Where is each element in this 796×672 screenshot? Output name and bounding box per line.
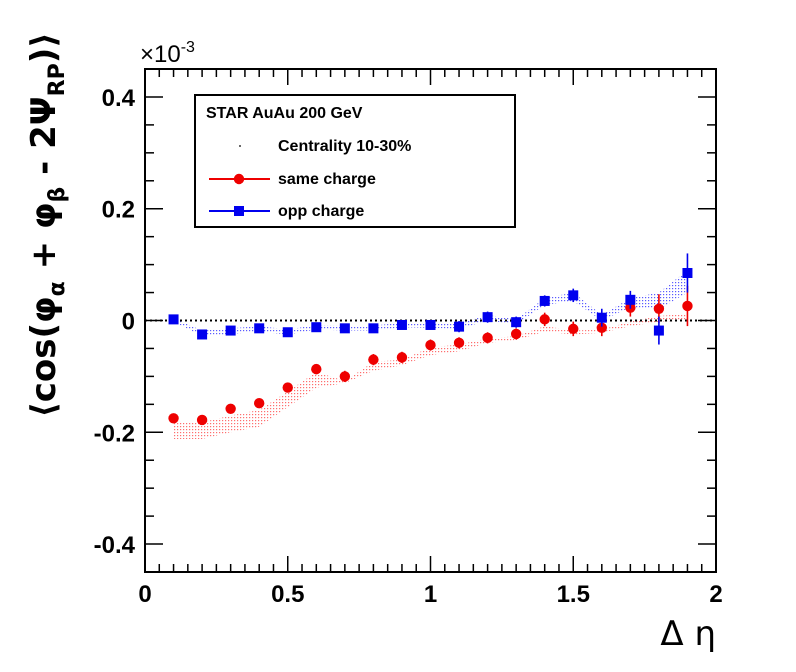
opp-data-point bbox=[197, 329, 208, 340]
y-tick-label: 0 bbox=[122, 309, 135, 336]
same-data-point bbox=[254, 398, 265, 409]
legend-opp-marker bbox=[234, 206, 244, 216]
legend-dot-marker bbox=[239, 145, 241, 147]
opp-data-point bbox=[425, 319, 436, 330]
opp-data-point bbox=[682, 267, 693, 278]
y-tick-label: -0.4 bbox=[94, 532, 136, 559]
y-tick-label: -0.2 bbox=[94, 420, 135, 447]
same-data-point bbox=[425, 339, 436, 351]
legend-same-label: same charge bbox=[278, 171, 376, 188]
legend-header: STAR AuAu 200 GeV bbox=[206, 105, 363, 122]
same-data-point bbox=[539, 314, 550, 325]
opp-data-point bbox=[454, 321, 465, 332]
opp-data-point bbox=[653, 325, 664, 336]
same-data-point bbox=[510, 328, 522, 340]
systematic-bands bbox=[173, 270, 688, 439]
legend-box bbox=[194, 94, 516, 228]
y-tick-label: 0.2 bbox=[102, 197, 135, 224]
opp-data-point bbox=[311, 322, 322, 333]
x-tick-label: 1 bbox=[424, 581, 437, 608]
opp-data-point bbox=[368, 323, 379, 334]
y-multiplier: ×10-3 bbox=[140, 39, 195, 68]
same-data-point bbox=[682, 300, 693, 312]
same-data-point bbox=[368, 354, 379, 365]
data-points bbox=[168, 253, 693, 426]
opp-data-point bbox=[596, 312, 607, 323]
same-data-point bbox=[453, 337, 465, 349]
opp-data-point bbox=[539, 295, 550, 306]
same-data-point bbox=[568, 323, 579, 335]
x-tick-label: 2 bbox=[709, 581, 722, 608]
x-tick-label: 1.5 bbox=[557, 581, 590, 608]
legend-same-marker bbox=[233, 173, 245, 185]
opp-data-point bbox=[568, 290, 579, 301]
y-tick-label: 0.4 bbox=[102, 85, 136, 112]
opp-data-point bbox=[396, 319, 407, 330]
opp-data-point bbox=[168, 314, 179, 325]
legend-subheader: Centrality 10-30% bbox=[278, 138, 411, 155]
opp-data-point bbox=[625, 294, 636, 305]
same-data-point bbox=[482, 332, 493, 344]
y-axis-title: ⟨cos(φα + φβ - 2ΨRP)⟩ bbox=[24, 32, 70, 418]
same-data-point bbox=[311, 363, 322, 375]
plot-frame: 0 0.5 1 1.5 2 -0.4 -0.2 0 0.2 0.4 bbox=[94, 68, 723, 608]
same-data-point bbox=[653, 303, 665, 314]
opp-data-point bbox=[225, 325, 236, 336]
opp-data-point bbox=[482, 312, 493, 323]
x-axis-title: Δ η bbox=[660, 614, 716, 654]
same-data-point bbox=[339, 371, 351, 382]
x-tick-label: 0 bbox=[138, 581, 151, 608]
same-data-point bbox=[396, 352, 408, 363]
legend: STAR AuAu 200 GeV Centrality 10-30% same… bbox=[194, 94, 516, 228]
opp-data-point bbox=[339, 323, 350, 334]
same-data-point bbox=[225, 403, 236, 415]
opp-data-point bbox=[282, 327, 293, 338]
same-charge-series bbox=[168, 285, 693, 426]
same-data-point bbox=[168, 413, 179, 424]
same-data-point bbox=[282, 382, 293, 393]
x-tick-label: 0.5 bbox=[271, 581, 304, 608]
opp-charge-series bbox=[168, 253, 693, 345]
opp-data-point bbox=[511, 317, 522, 328]
same-data-point bbox=[196, 414, 208, 426]
same-charge-band bbox=[173, 313, 688, 439]
legend-opp-label: opp charge bbox=[278, 203, 364, 220]
same-data-point bbox=[596, 322, 607, 333]
opp-data-point bbox=[254, 323, 265, 334]
